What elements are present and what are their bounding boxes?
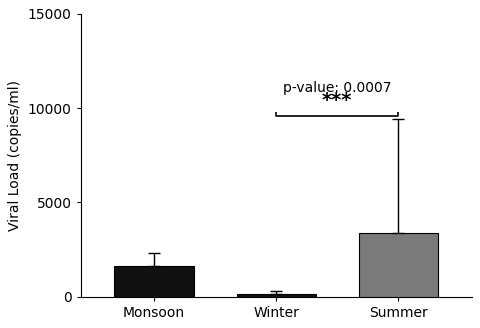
Bar [359, 233, 438, 297]
Text: p-value: 0.0007: p-value: 0.0007 [283, 81, 392, 95]
Bar [237, 294, 316, 297]
Text: ***: *** [322, 91, 352, 110]
Bar [114, 266, 194, 297]
Y-axis label: Viral Load (copies/ml): Viral Load (copies/ml) [8, 80, 23, 231]
